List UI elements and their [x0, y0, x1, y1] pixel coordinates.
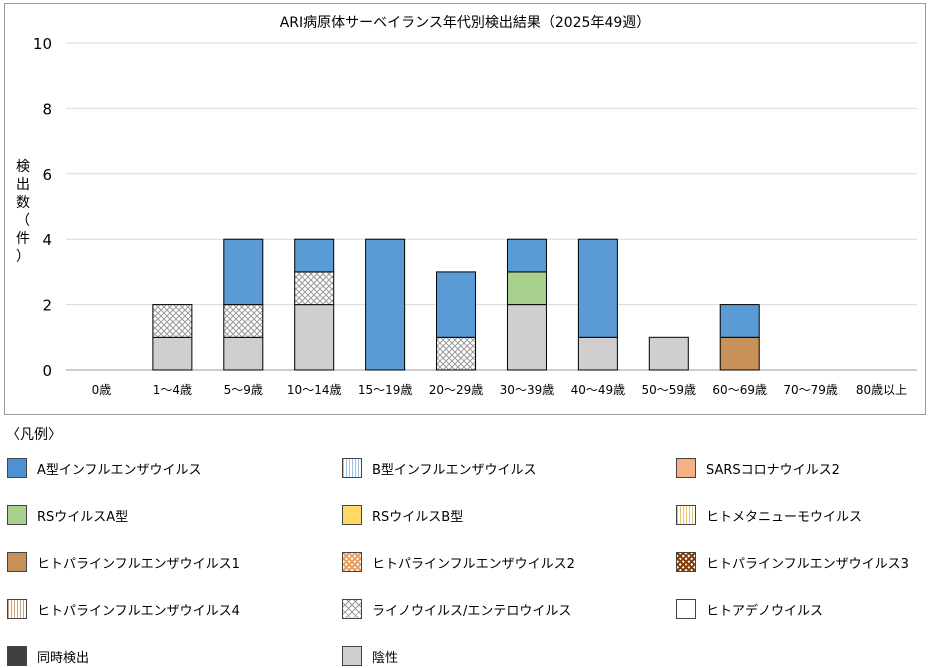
legend-label: RSウイルスA型 — [37, 509, 129, 525]
legend-swatch — [676, 599, 696, 619]
legend-label: A型インフルエンザウイルス — [37, 462, 202, 478]
bar-segment — [436, 336, 477, 371]
x-tick-label: 1～4歳 — [153, 383, 192, 397]
legend-item: ヒトパラインフルエンザウイルス4 — [7, 597, 240, 621]
legend-label: RSウイルスB型 — [372, 509, 464, 525]
bar-segment — [294, 304, 335, 371]
bar-segment — [577, 336, 618, 371]
legend-label: ヒトパラインフルエンザウイルス2 — [372, 556, 575, 572]
legend-label: SARSコロナウイルス2 — [706, 462, 840, 478]
legend-item: ライノウイルス/エンテロウイルス — [342, 597, 571, 621]
legend-swatch — [342, 599, 362, 619]
x-tick-label: 10～14歳 — [287, 383, 342, 397]
legend-swatch — [7, 505, 27, 525]
y-tick-label: 8 — [42, 100, 52, 118]
bar-segment — [506, 271, 547, 306]
legend-label: ヒトパラインフルエンザウイルス3 — [706, 556, 909, 572]
legend-swatch — [676, 552, 696, 572]
x-tick-label: 5～9歳 — [224, 383, 263, 397]
bar-segment — [223, 336, 264, 371]
chart-title: ARI病原体サーベイランス年代別検出結果（2025年49週） — [280, 15, 651, 31]
legend-swatch — [342, 505, 362, 525]
bars — [152, 238, 760, 371]
x-tick-label: 20～29歳 — [429, 383, 484, 397]
bar-segment — [223, 304, 264, 338]
x-tick-label: 80歳以上 — [856, 383, 907, 397]
legend-item: ヒトパラインフルエンザウイルス1 — [7, 550, 240, 574]
legend-label: ヒトアデノウイルス — [706, 603, 824, 619]
legend-item: RSウイルスB型 — [342, 503, 463, 527]
legend-label: ヒトメタニューモウイルス — [706, 509, 863, 525]
bar-segment — [506, 304, 547, 371]
legend-label: 陰性 — [372, 650, 399, 666]
legend-heading: 〈凡例〉 — [6, 427, 62, 443]
bar-segment — [719, 336, 760, 371]
legend-item: B型インフルエンザウイルス — [342, 456, 537, 480]
legend-label: 同時検出 — [37, 650, 90, 666]
legend-swatch — [7, 646, 27, 666]
x-tick-label: 50～59歳 — [642, 383, 697, 397]
stacked-bar-chart: ARI病原体サーベイランス年代別検出結果（2025年49週） 0 2 4 6 8 10 0… — [16, 15, 917, 397]
y-axis-ticks: 0 2 4 6 8 10 — [33, 35, 52, 380]
bar-segment — [648, 336, 689, 371]
bar-segment — [436, 271, 477, 338]
bar-segment — [152, 336, 193, 371]
legend-item: 陰性 — [342, 644, 398, 668]
chart-frame: ARI病原体サーベイランス年代別検出結果（2025年49週） 0 2 4 6 8 10 0… — [4, 3, 926, 415]
legend-item: A型インフルエンザウイルス — [7, 456, 202, 480]
x-tick-label: 40～49歳 — [571, 383, 626, 397]
legend-item: SARSコロナウイルス2 — [676, 456, 840, 480]
legend-swatch — [342, 552, 362, 572]
legend-swatch — [342, 646, 362, 666]
y-axis-label: 検出数（件） — [16, 159, 30, 265]
bar-segment — [577, 238, 618, 338]
y-tick-label: 0 — [42, 362, 52, 380]
x-tick-label: 0歳 — [92, 383, 112, 397]
legend-item: ヒトパラインフルエンザウイルス2 — [342, 550, 575, 574]
legend-item: 同時検出 — [7, 644, 89, 668]
legend-item: ヒトメタニューモウイルス — [676, 503, 862, 527]
legend-label: B型インフルエンザウイルス — [372, 462, 537, 478]
legend-label: ライノウイルス/エンテロウイルス — [372, 603, 572, 619]
legend-swatch — [342, 458, 362, 478]
y-tick-label: 10 — [33, 35, 52, 53]
legend-label: ヒトパラインフルエンザウイルス4 — [37, 603, 240, 619]
y-tick-label: 2 — [42, 297, 52, 315]
bar-segment — [506, 238, 547, 273]
bar-segment — [294, 238, 335, 273]
legend-item: RSウイルスA型 — [7, 503, 128, 527]
legend-swatch — [7, 458, 27, 478]
bar-segment — [223, 238, 264, 306]
legend-item: ヒトアデノウイルス — [676, 597, 823, 621]
y-tick-label: 4 — [42, 231, 52, 249]
y-tick-label: 6 — [42, 166, 52, 184]
legend-swatch — [7, 552, 27, 572]
x-axis-ticks: 0歳 1～4歳 5～9歳 10～14歳 15～19歳 20～29歳 30～39歳 40～49歳… — [92, 383, 908, 397]
x-tick-label: 15～19歳 — [358, 383, 413, 397]
x-tick-label: 30～39歳 — [500, 383, 555, 397]
legend-label: ヒトパラインフルエンザウイルス1 — [37, 556, 240, 572]
legend-swatch — [676, 458, 696, 478]
legend-swatch — [676, 505, 696, 525]
legend-swatch — [7, 599, 27, 619]
bar-segment — [152, 304, 193, 338]
legend-item: ヒトパラインフルエンザウイルス3 — [676, 550, 909, 574]
x-tick-label: 60～69歳 — [712, 383, 767, 397]
x-tick-label: 70～79歳 — [783, 383, 838, 397]
gridlines — [66, 42, 917, 371]
bar-segment — [294, 271, 335, 306]
bar-segment — [365, 238, 406, 371]
bar-segment — [719, 304, 760, 338]
